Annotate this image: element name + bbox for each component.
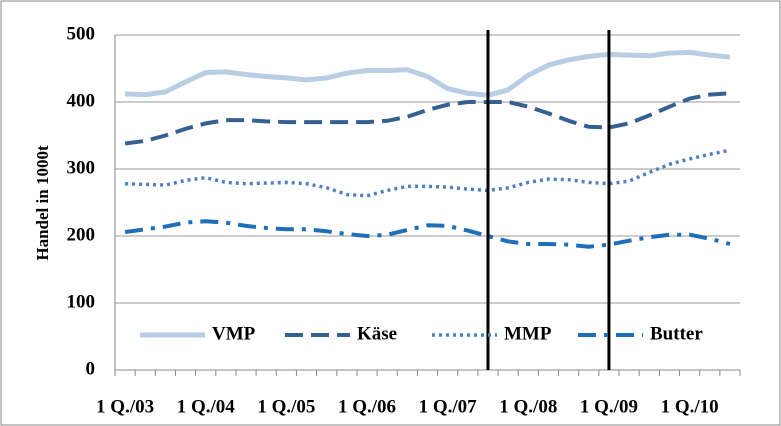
x-tick-label: 1 Q./05 (257, 396, 315, 417)
y-axis-label: Handel in 1000t (33, 145, 52, 261)
y-tick-label: 100 (67, 291, 96, 312)
y-tick-label: 0 (86, 358, 96, 379)
x-tick-label: 1 Q./03 (96, 396, 154, 417)
y-tick-label: 400 (67, 90, 96, 111)
line-series (124, 219, 731, 249)
legend-label: Butter (650, 323, 703, 344)
legend-label: MMP (504, 323, 552, 344)
legend-label: Käse (357, 323, 397, 344)
x-tick-label: 1 Q./09 (580, 396, 638, 417)
line-series (125, 49, 731, 98)
x-tick-label: 1 Q./07 (419, 396, 478, 417)
x-tick-label: 1 Q./04 (177, 396, 236, 417)
y-tick-label: 200 (67, 224, 96, 245)
y-tick-label: 300 (67, 157, 96, 178)
x-tick-label: 1 Q./06 (338, 396, 396, 417)
x-tick-label: 1 Q./08 (499, 396, 557, 417)
x-tick-label: 1 Q./10 (661, 396, 719, 417)
legend-label: VMP (212, 323, 256, 344)
y-tick-label: 500 (67, 23, 96, 44)
